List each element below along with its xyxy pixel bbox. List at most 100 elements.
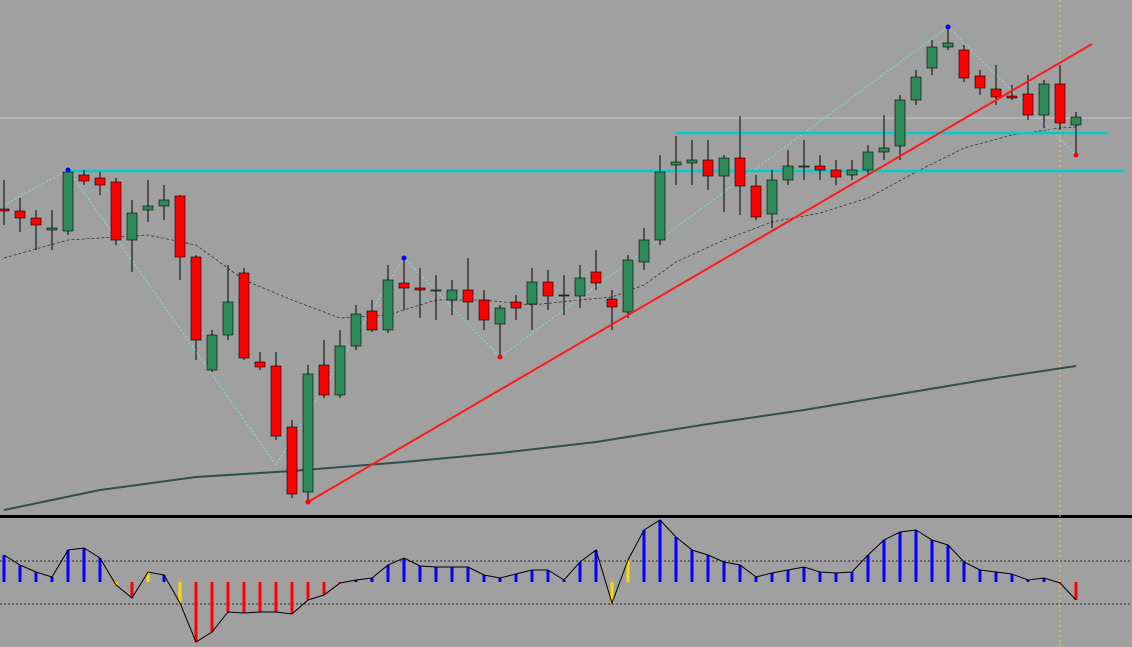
osc-bar xyxy=(66,550,70,582)
panel-separator xyxy=(0,515,1132,518)
osc-bar xyxy=(978,570,982,582)
candle-body xyxy=(910,76,922,101)
candle-body xyxy=(558,294,570,297)
candle-body xyxy=(958,49,970,79)
osc-bar xyxy=(706,555,710,582)
pivot-high xyxy=(945,24,951,30)
osc-bar xyxy=(722,562,726,582)
candle-body xyxy=(590,271,602,284)
osc-line xyxy=(3,519,1077,643)
candle-body xyxy=(174,195,186,258)
candle-body xyxy=(526,281,538,305)
osc-bar xyxy=(866,555,870,582)
candle-body xyxy=(462,289,474,303)
osc-bar xyxy=(962,562,966,582)
osc-bar xyxy=(194,582,198,642)
osc-bar xyxy=(18,565,22,582)
osc-bar xyxy=(274,582,278,612)
osc-bar xyxy=(850,572,854,582)
candle-body xyxy=(814,165,826,171)
osc-bar xyxy=(738,565,742,582)
candle-body xyxy=(766,179,778,215)
osc-bar xyxy=(818,572,822,582)
candle-body xyxy=(894,99,906,147)
candle-body xyxy=(862,151,874,171)
candle-body xyxy=(638,239,650,263)
osc-bar xyxy=(226,582,230,612)
candle-body xyxy=(318,364,330,396)
candle-body xyxy=(574,277,586,297)
candle-body xyxy=(94,177,106,186)
osc-bar xyxy=(482,575,486,582)
osc-bar xyxy=(578,562,582,582)
fast-ma xyxy=(3,126,1077,319)
osc-bar xyxy=(946,545,950,582)
slow-ma xyxy=(3,365,1077,511)
pivot-high xyxy=(401,255,407,261)
candle-body xyxy=(382,279,394,331)
candle-body xyxy=(238,272,250,359)
osc-bar xyxy=(466,567,470,582)
candle-body xyxy=(846,169,858,176)
pivot-high xyxy=(65,167,71,173)
candle-body xyxy=(1070,116,1082,126)
osc-bar xyxy=(178,582,182,603)
osc-bar xyxy=(34,572,38,582)
osc-bar xyxy=(898,532,902,582)
osc-bar xyxy=(402,558,406,582)
candle-body xyxy=(222,301,234,336)
candle-body xyxy=(350,313,362,347)
candle-body xyxy=(782,165,794,181)
candle-body xyxy=(734,157,746,187)
osc-bar xyxy=(386,565,390,582)
candle-body xyxy=(446,289,458,301)
osc-bar xyxy=(594,550,598,582)
candle-body xyxy=(654,171,666,241)
candle-body xyxy=(510,301,522,309)
osc-bar xyxy=(498,578,502,582)
candle-body xyxy=(622,259,634,313)
candle-body xyxy=(974,75,986,89)
osc-bar xyxy=(834,573,838,582)
candle-body xyxy=(158,199,170,207)
candle-body xyxy=(62,171,74,232)
osc-bar xyxy=(242,582,246,613)
osc-bar xyxy=(370,578,374,582)
candle-body xyxy=(878,147,890,153)
candle-body xyxy=(190,256,202,341)
candle-body xyxy=(1038,83,1050,116)
osc-bar xyxy=(994,572,998,582)
osc-bar xyxy=(642,530,646,582)
osc-bar xyxy=(258,582,262,612)
candle-body xyxy=(750,185,762,218)
candle-body xyxy=(30,217,42,226)
trend-line xyxy=(307,43,1093,503)
osc-bar xyxy=(130,582,134,598)
candle-body xyxy=(334,345,346,396)
osc-bar xyxy=(322,582,326,595)
osc-bar xyxy=(802,567,806,582)
candle-body xyxy=(0,208,10,212)
osc-bar xyxy=(354,580,358,582)
candle-body xyxy=(302,373,314,493)
osc-bar xyxy=(434,567,438,582)
candle-body xyxy=(78,174,90,182)
candle-body xyxy=(1022,93,1034,116)
candle-body xyxy=(126,212,138,241)
osc-bar xyxy=(754,577,758,582)
candle-body xyxy=(430,289,442,292)
osc-bar xyxy=(914,530,918,582)
candle-body xyxy=(414,287,426,291)
candle-body xyxy=(926,46,938,69)
osc-bar xyxy=(50,577,54,582)
candle-body xyxy=(686,159,698,164)
osc-bar xyxy=(658,520,662,582)
osc-bar xyxy=(1026,580,1030,582)
candle-body xyxy=(14,210,26,219)
osc-bar xyxy=(450,567,454,582)
osc-bar xyxy=(1074,582,1078,600)
osc-bar xyxy=(82,548,86,582)
osc-bar xyxy=(1010,574,1014,582)
osc-bar xyxy=(210,582,214,632)
candle-body xyxy=(142,205,154,211)
